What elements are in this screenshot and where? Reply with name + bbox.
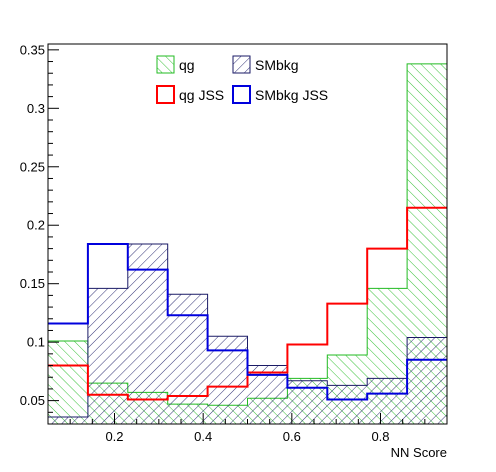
y-tick-label: 0.25 — [20, 159, 45, 174]
bar-qg-bin-1 — [48, 340, 88, 424]
legend: qg SMbkg qg JSS SMbkg JSS — [156, 55, 328, 104]
legend-entry-qg: qg — [156, 55, 195, 74]
legend-entry-smbkg: SMbkg — [232, 55, 299, 74]
legend-label-smbkg-jss: SMbkg JSS — [255, 87, 328, 103]
legend-swatch-smbkg-jss — [232, 85, 251, 104]
legend-entry-smbkg-jss: SMbkg JSS — [232, 85, 328, 104]
legend-swatch-qg — [156, 55, 175, 74]
x-tick-label: 0.6 — [283, 429, 301, 444]
bar-smbkg-bin-5 — [207, 336, 248, 424]
bar-smbkg-bin-3 — [127, 243, 168, 424]
bar-smbkg-bin-9 — [367, 378, 408, 424]
x-axis-title: NN Score — [391, 445, 447, 460]
series-qg-jss — [48, 206, 447, 401]
legend-label-smbkg: SMbkg — [255, 57, 299, 73]
y-tick-label: 0.15 — [20, 276, 45, 291]
legend-swatch-qg-jss — [156, 85, 175, 104]
line-smbkg-jss — [48, 242, 447, 401]
x-tick-label: 0.2 — [105, 429, 123, 444]
x-tick-label: 0.8 — [371, 429, 389, 444]
bar-smbkg-bin-10 — [407, 337, 447, 424]
legend-label-qg-jss: qg JSS — [179, 87, 224, 103]
y-tick-label: 0.2 — [27, 218, 45, 233]
x-tick-label: 0.4 — [194, 429, 212, 444]
y-tick-label: 0.3 — [27, 101, 45, 116]
y-tick-label: 0.05 — [20, 393, 45, 408]
legend-label-qg: qg — [179, 57, 195, 73]
line-qg-jss — [48, 206, 447, 401]
legend-swatch-smbkg — [232, 55, 251, 74]
y-tick-label: 0.1 — [27, 335, 45, 350]
bar-smbkg-bin-4 — [167, 294, 208, 424]
y-tick-label: 0.35 — [20, 42, 45, 57]
bar-smbkg-bin-6 — [247, 365, 288, 424]
series-smbkg-jss — [48, 242, 447, 401]
bar-smbkg-bin-2 — [87, 288, 128, 424]
legend-entry-qg-jss: qg JSS — [156, 85, 224, 104]
bar-smbkg-bin-1 — [48, 416, 88, 424]
bar-smbkg-bin-8 — [327, 385, 368, 424]
